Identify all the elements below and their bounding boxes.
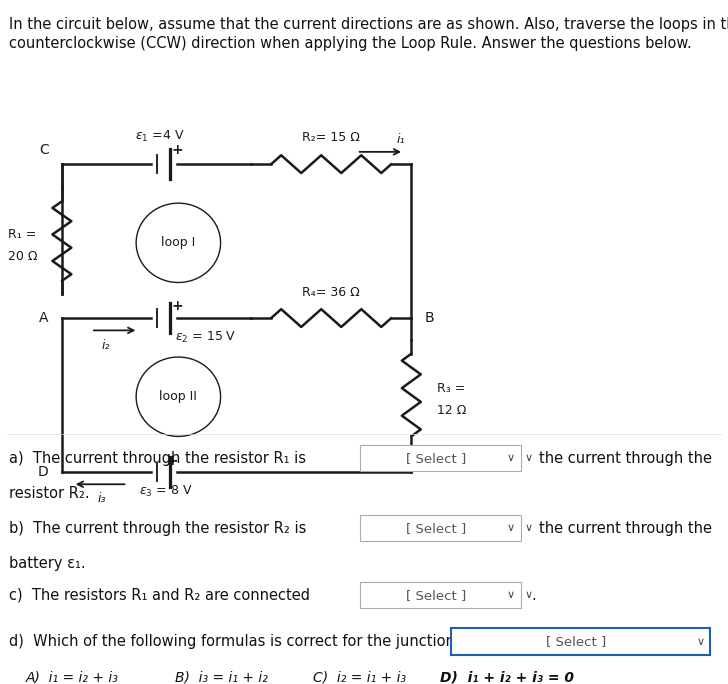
Text: [ Select ]: [ Select ] xyxy=(405,451,466,465)
Text: [ Select ]: [ Select ] xyxy=(405,521,466,535)
Text: i₂: i₂ xyxy=(101,339,110,352)
Text: battery ε₁.: battery ε₁. xyxy=(9,556,85,571)
Text: R₁ =: R₁ = xyxy=(9,228,36,241)
Text: 12 Ω: 12 Ω xyxy=(437,404,466,417)
Text: +: + xyxy=(167,454,178,468)
Text: a)  The current through the resistor R₁ is: a) The current through the resistor R₁ i… xyxy=(9,451,306,466)
Text: counterclockwise (CCW) direction when applying the Loop Rule. Answer the questio: counterclockwise (CCW) direction when ap… xyxy=(9,36,692,51)
Text: D)  i₁ + i₂ + i₃ = 0: D) i₁ + i₂ + i₃ = 0 xyxy=(440,670,574,684)
Text: [ Select ]: [ Select ] xyxy=(546,635,606,648)
Text: [ Select ]: [ Select ] xyxy=(405,588,466,602)
Text: $\varepsilon_3$ = 8 V: $\varepsilon_3$ = 8 V xyxy=(138,484,192,499)
Text: B)  i₃ = i₁ + i₂: B) i₃ = i₁ + i₂ xyxy=(175,670,268,684)
FancyBboxPatch shape xyxy=(451,628,710,655)
Text: loop I: loop I xyxy=(161,236,196,250)
FancyBboxPatch shape xyxy=(360,582,521,608)
FancyBboxPatch shape xyxy=(360,445,521,471)
Text: i₃: i₃ xyxy=(98,492,106,505)
Text: $\varepsilon_1$ =4 V: $\varepsilon_1$ =4 V xyxy=(135,129,185,144)
Text: ∨: ∨ xyxy=(524,590,532,600)
Text: ∨: ∨ xyxy=(507,453,515,463)
Text: R₃ =: R₃ = xyxy=(438,382,465,395)
Text: .: . xyxy=(531,588,537,603)
Text: loop II: loop II xyxy=(159,390,197,404)
Text: +: + xyxy=(171,299,183,313)
Text: the current through the: the current through the xyxy=(539,521,712,536)
Text: ∨: ∨ xyxy=(696,637,705,646)
Text: R₄= 36 Ω: R₄= 36 Ω xyxy=(302,286,360,299)
Text: In the circuit below, assume that the current directions are as shown. Also, tra: In the circuit below, assume that the cu… xyxy=(9,17,728,32)
Text: d)  Which of the following formulas is correct for the junction B:: d) Which of the following formulas is co… xyxy=(9,634,474,649)
Text: 20 Ω: 20 Ω xyxy=(8,250,37,263)
Text: $\varepsilon_2$ = 15 V: $\varepsilon_2$ = 15 V xyxy=(175,330,236,345)
Text: B: B xyxy=(424,311,434,325)
Text: A)  i₁ = i₂ + i₃: A) i₁ = i₂ + i₃ xyxy=(25,670,119,684)
Text: +: + xyxy=(171,144,183,157)
Text: C)  i₂ = i₁ + i₃: C) i₂ = i₁ + i₃ xyxy=(313,670,406,684)
Text: D: D xyxy=(38,465,49,479)
Text: i₁: i₁ xyxy=(396,133,405,146)
Text: ∨: ∨ xyxy=(507,590,515,600)
Text: A: A xyxy=(39,311,49,325)
Text: c)  The resistors R₁ and R₂ are connected: c) The resistors R₁ and R₂ are connected xyxy=(9,588,309,603)
Text: resistor R₂.: resistor R₂. xyxy=(9,486,90,501)
Text: ∨: ∨ xyxy=(524,453,532,463)
Text: ∨: ∨ xyxy=(524,523,532,533)
Text: b)  The current through the resistor R₂ is: b) The current through the resistor R₂ i… xyxy=(9,521,306,536)
Text: ∨: ∨ xyxy=(507,523,515,533)
Text: C: C xyxy=(39,144,49,157)
Text: the current through the: the current through the xyxy=(539,451,712,466)
FancyBboxPatch shape xyxy=(360,515,521,541)
Text: R₂= 15 Ω: R₂= 15 Ω xyxy=(302,131,360,144)
